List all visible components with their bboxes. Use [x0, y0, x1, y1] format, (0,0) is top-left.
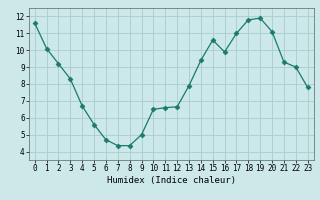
X-axis label: Humidex (Indice chaleur): Humidex (Indice chaleur) — [107, 176, 236, 185]
